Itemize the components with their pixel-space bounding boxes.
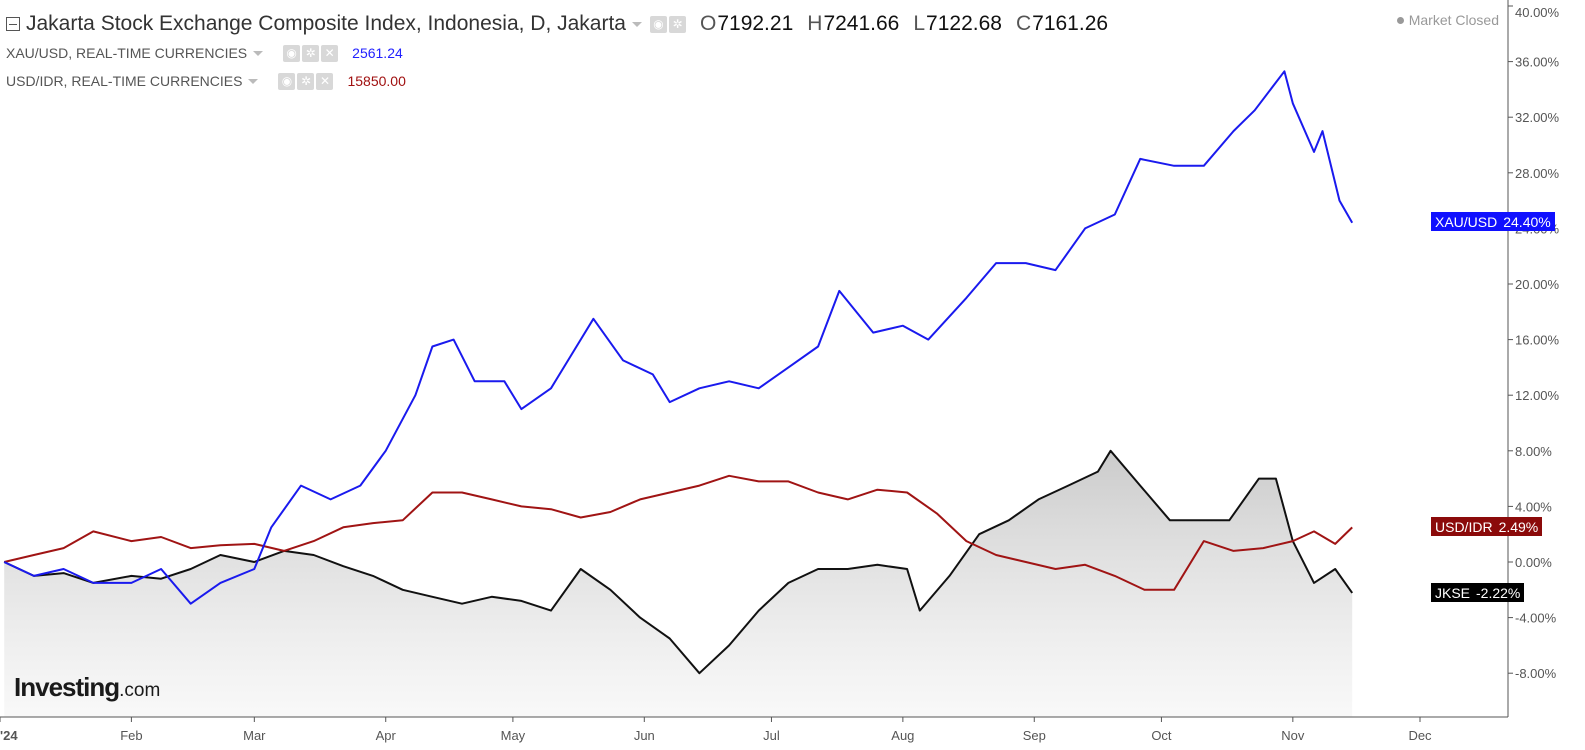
xau-series-value: 2561.24 — [352, 45, 403, 61]
series-line-xauusd — [3, 70, 1354, 605]
close-icon[interactable]: ✕ — [316, 72, 334, 90]
market-status: Market Closed — [1396, 12, 1499, 28]
x-tick-label: Apr — [376, 728, 397, 743]
y-tick-label: 8.00% — [1515, 444, 1552, 459]
idr-series-value: 15850.00 — [347, 73, 406, 89]
plot-area — [3, 70, 1354, 717]
market-status-text: Market Closed — [1408, 12, 1499, 28]
x-tick-label: Oct — [1151, 728, 1172, 743]
jkse-tag-value: -2.22% — [1476, 584, 1521, 601]
x-tick-label: Jun — [634, 728, 655, 743]
idr-series-controls: ◉ ✲ ✕ — [278, 72, 334, 90]
visibility-eye-icon[interactable]: ◉ — [283, 44, 301, 62]
x-axis: '24 Feb Mar Apr May Jun Jul Aug Sep Oct Nov Dec — [0, 716, 1508, 743]
series-line-jkse — [3, 449, 1354, 675]
x-tick-label: Mar — [243, 728, 266, 743]
close-key: C — [1015, 12, 1032, 35]
idr-tag-value: 2.49% — [1498, 518, 1539, 535]
open-key: O — [700, 12, 717, 35]
main-series-controls: ◉ ✲ — [650, 15, 686, 33]
xau-tag-value: 24.40% — [1503, 213, 1551, 230]
xau-tag-label: XAU/USD — [1435, 213, 1498, 230]
main-series-title: Jakarta Stock Exchange Composite Index, … — [26, 12, 626, 35]
idr-series-name: USD/IDR, REAL-TIME CURRENCIES — [6, 73, 243, 89]
idr-series-header: USD/IDR, REAL-TIME CURRENCIES ◉ ✲ ✕ 1585… — [0, 70, 406, 92]
y-tick-label: -8.00% — [1515, 666, 1557, 681]
x-tick-label: Jul — [763, 728, 780, 743]
idr-price-tag: USD/IDR 2.49% — [1431, 517, 1543, 536]
y-tick-label: 4.00% — [1515, 499, 1552, 514]
y-tick-label: 20.00% — [1515, 277, 1560, 292]
settings-gear-icon[interactable]: ✲ — [669, 15, 686, 33]
low-key: L — [913, 12, 926, 35]
visibility-eye-icon[interactable]: ◉ — [650, 15, 667, 33]
open-value: 7192.21 — [717, 12, 794, 35]
y-tick-label: 16.00% — [1515, 333, 1560, 348]
series-area-jkse — [4, 450, 1353, 717]
y-axis: 40.00%36.00%32.00%28.00%24.00%20.00%16.0… — [1507, 0, 1560, 717]
chevron-down-icon[interactable] — [253, 50, 264, 56]
idr-tag-label: USD/IDR — [1435, 518, 1493, 535]
y-tick-label: -4.00% — [1515, 611, 1557, 626]
visibility-eye-icon[interactable]: ◉ — [278, 72, 296, 90]
main-series-header: Jakarta Stock Exchange Composite Index, … — [0, 8, 1108, 40]
settings-gear-icon[interactable]: ✲ — [302, 44, 320, 62]
close-icon[interactable]: ✕ — [321, 44, 339, 62]
y-tick-label: 36.00% — [1515, 55, 1560, 70]
ohlc-values: O7192.21 H7241.66 L7122.68 C7161.26 — [700, 12, 1108, 36]
x-tick-label: Nov — [1281, 728, 1305, 743]
xau-series-name: XAU/USD, REAL-TIME CURRENCIES — [6, 45, 248, 61]
series-line-usdidr — [3, 474, 1353, 591]
xau-series-header: XAU/USD, REAL-TIME CURRENCIES ◉ ✲ ✕ 2561… — [0, 42, 403, 64]
x-tick-label: Dec — [1408, 728, 1432, 743]
high-key: H — [807, 12, 823, 35]
y-tick-label: 32.00% — [1515, 110, 1560, 125]
status-dot-icon — [1396, 16, 1404, 24]
y-tick-label: 28.00% — [1515, 166, 1560, 181]
close-value: 7161.26 — [1032, 12, 1109, 35]
x-tick-label: May — [501, 728, 526, 743]
x-tick-label: Sep — [1023, 728, 1046, 743]
logo-domain: .com — [119, 680, 161, 701]
jkse-price-tag: JKSE -2.22% — [1431, 583, 1525, 602]
collapse-legend-icon[interactable] — [6, 17, 20, 31]
logo-text: Investing — [14, 672, 120, 702]
investing-logo: Investing.com — [14, 672, 160, 703]
x-tick-label: Aug — [891, 728, 914, 743]
chevron-down-icon[interactable] — [632, 21, 642, 27]
settings-gear-icon[interactable]: ✲ — [297, 72, 315, 90]
y-tick-label: 0.00% — [1515, 555, 1552, 570]
jkse-tag-label: JKSE — [1435, 584, 1471, 601]
chevron-down-icon[interactable] — [248, 78, 259, 84]
x-tick-label: Feb — [120, 728, 142, 743]
x-tick-label: '24 — [0, 728, 18, 743]
low-value: 7122.68 — [926, 12, 1002, 35]
xau-price-tag: XAU/USD 24.40% — [1431, 212, 1555, 231]
y-tick-label: 40.00% — [1515, 5, 1560, 20]
y-tick-label: 12.00% — [1515, 388, 1560, 403]
high-value: 7241.66 — [823, 12, 900, 35]
xau-series-controls: ◉ ✲ ✕ — [283, 44, 339, 62]
